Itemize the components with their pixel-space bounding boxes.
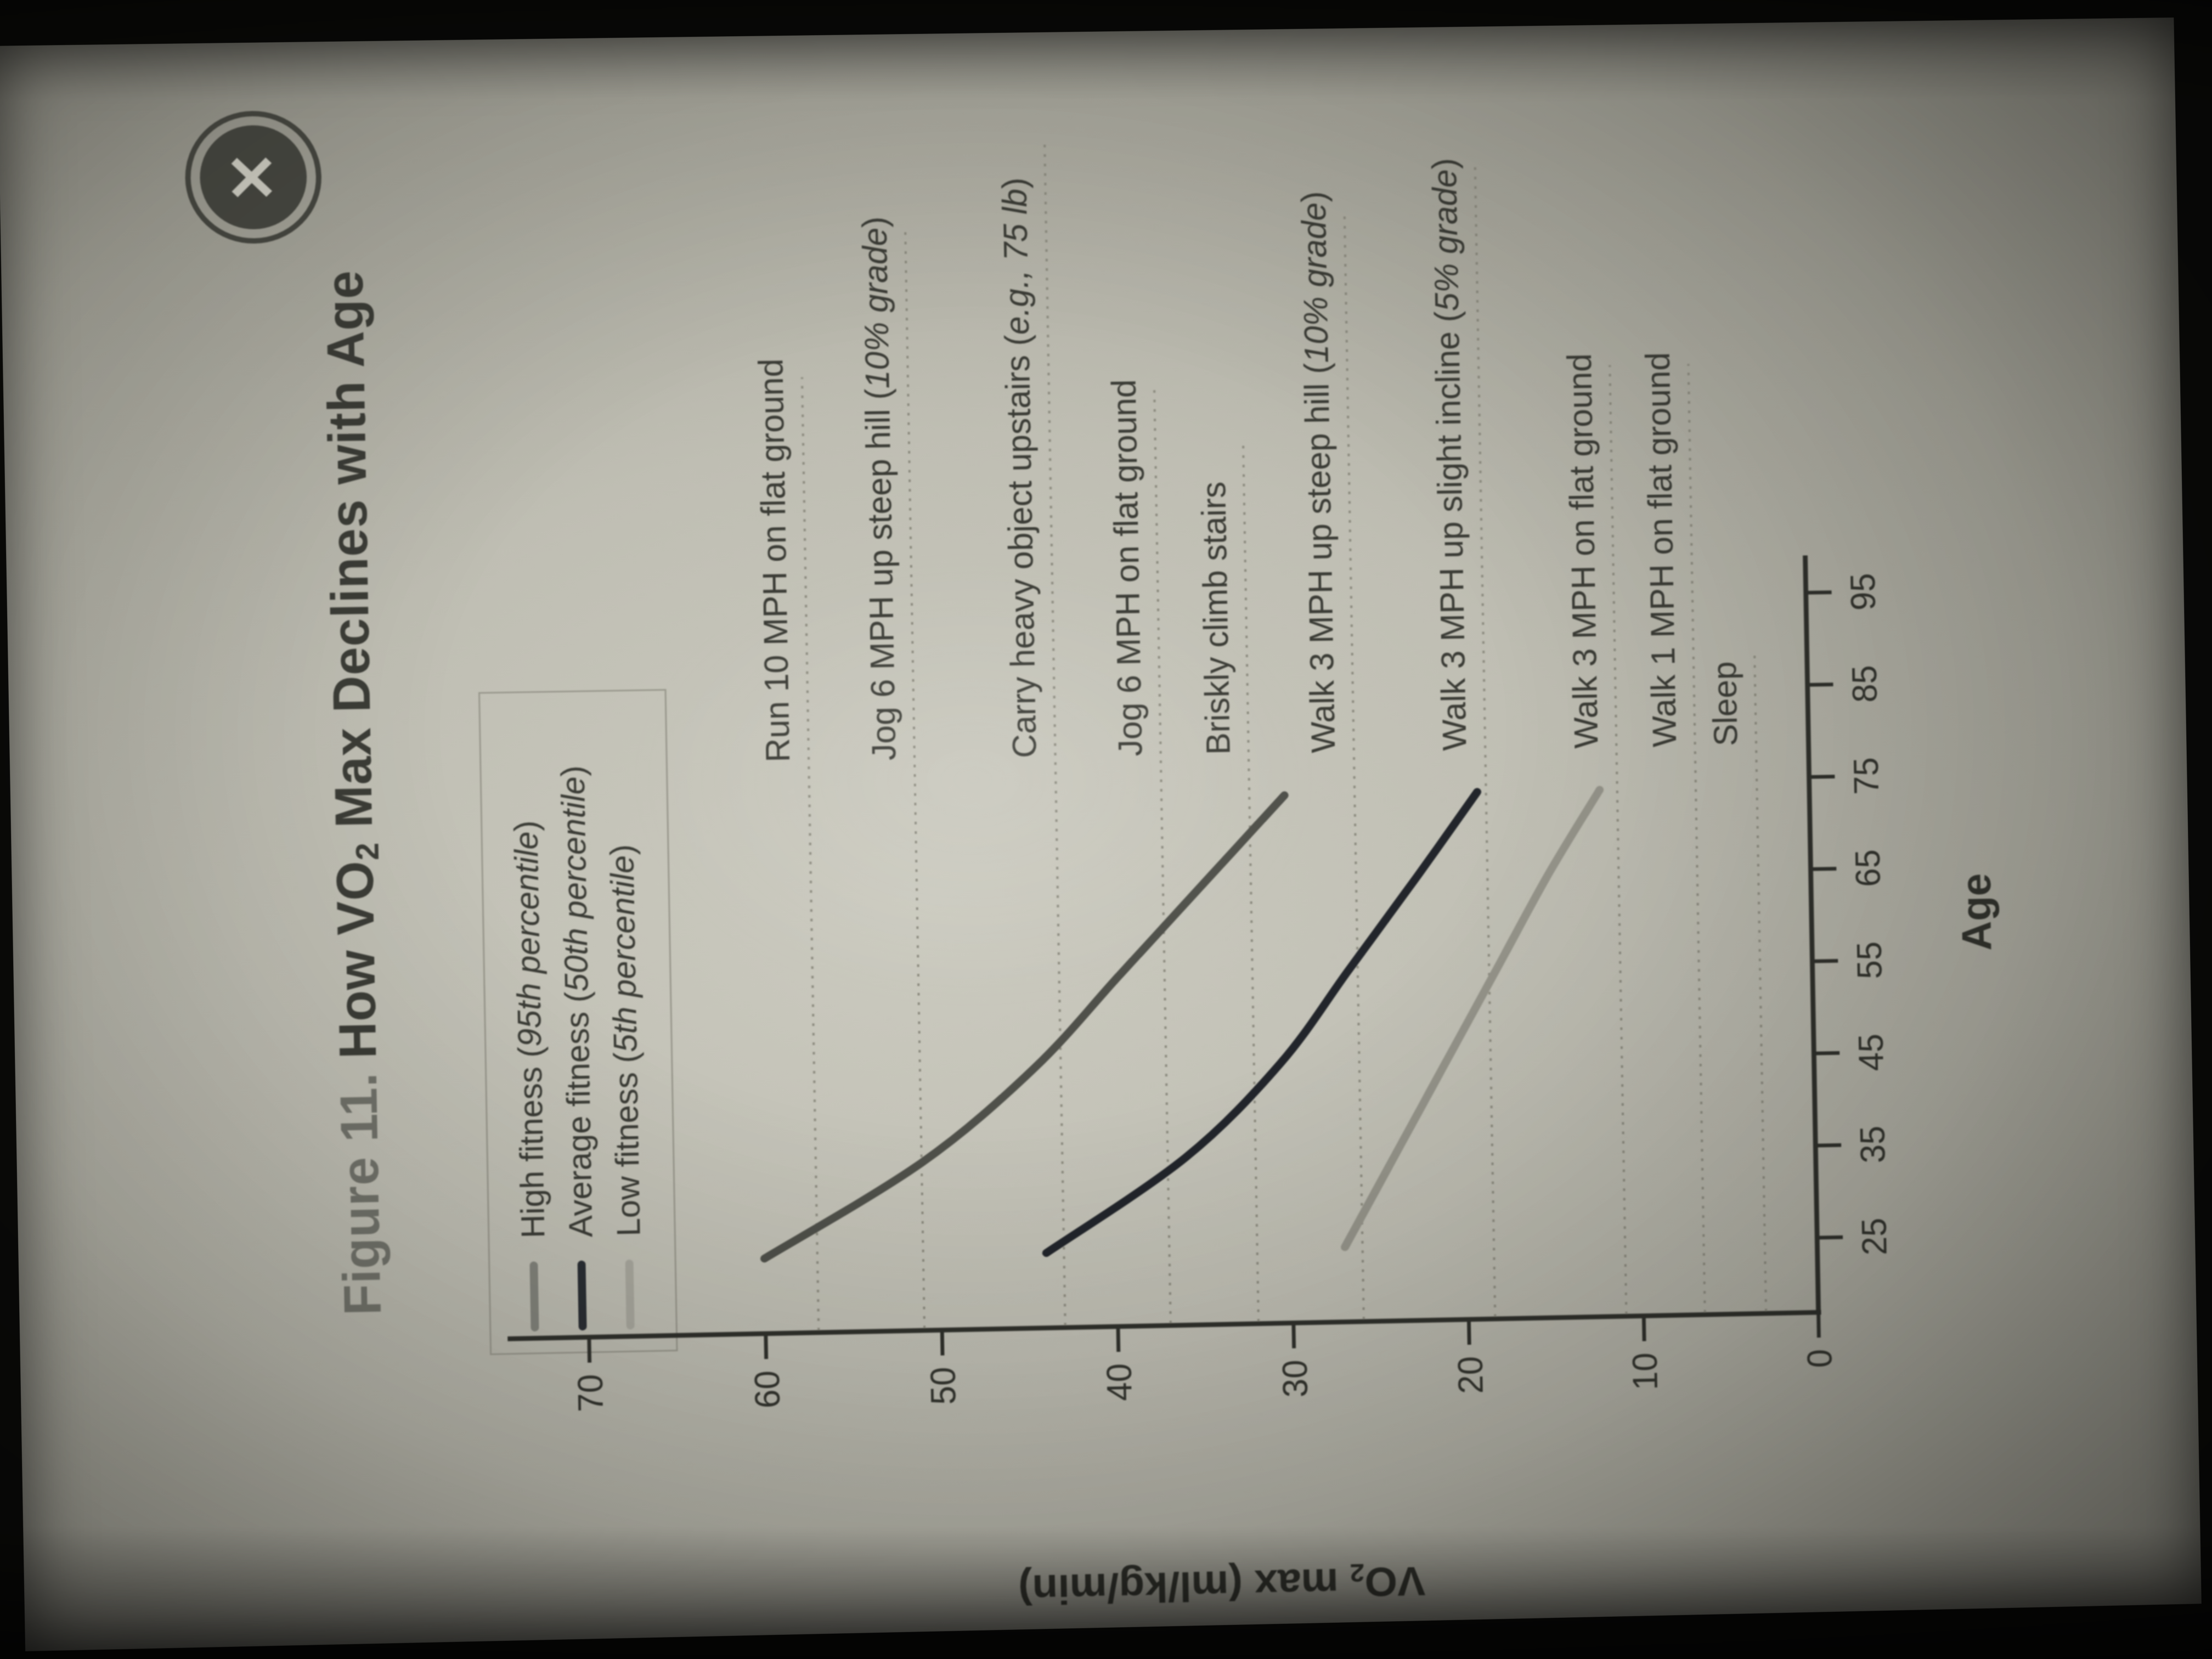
y-tick-70	[589, 1337, 590, 1362]
x-tick-65	[1810, 868, 1836, 869]
x-tick-25	[1817, 1237, 1843, 1238]
x-tick-35	[1815, 1145, 1841, 1146]
y-tick-40	[1116, 1326, 1121, 1352]
ref-label-walk-1-mph-on-flat-ground: Walk 1 MPH on flat ground	[1639, 352, 1684, 748]
x-tick-label-95: 95	[1843, 573, 1883, 611]
ref-label-briskly-climb-stairs: Briskly climb stairs	[1194, 481, 1238, 755]
y-tick-label-10: 10	[1626, 1352, 1665, 1391]
x-tick-label-65: 65	[1848, 849, 1888, 888]
x-tick-label-35: 35	[1853, 1125, 1893, 1164]
ref-label-sleep: Sleep	[1706, 661, 1745, 747]
ref-line-walk-3-mph-up-steep-hill-10-grade	[1344, 210, 1363, 1319]
x-tick-label-55: 55	[1850, 941, 1889, 980]
y-tick-label-20: 20	[1451, 1356, 1491, 1395]
curve-low-fitness	[1337, 790, 1607, 1247]
y-axis-line	[507, 1312, 1821, 1339]
y-tick-label-70: 70	[571, 1374, 611, 1413]
chart-area: 0 10 20 30 40 50 60 70 25 35 45 55 65 75 85 95 Run 10 MP…	[0, 46, 1894, 1651]
x-tick-95	[1806, 592, 1832, 593]
x-tick-label-75: 75	[1847, 757, 1886, 795]
tablet-screen: ✕ Figure 11.How VO2 Max Declines with Ag…	[0, 17, 2202, 1651]
y-tick-label-40: 40	[1099, 1363, 1139, 1402]
ref-line-walk-3-mph-on-flat-ground	[1610, 365, 1626, 1314]
y-tick-50	[942, 1330, 943, 1355]
ref-line-run-10-mph-on-flat-ground	[802, 377, 819, 1331]
y-tick-label-50: 50	[923, 1367, 963, 1406]
ref-label-walk-3-mph-on-flat-ground: Walk 3 MPH on flat ground	[1560, 353, 1605, 749]
ref-label-jog-6-mph-on-flat-ground: Jog 6 MPH on flat ground	[1105, 379, 1150, 757]
curve-average-fitness	[1039, 792, 1485, 1253]
x-tick-label-85: 85	[1845, 664, 1884, 703]
x-axis-title: Age	[1952, 873, 2001, 951]
x-axis-line	[1805, 555, 1819, 1314]
figure-viewer-page: ✕ Figure 11.How VO2 Max Declines with Ag…	[0, 18, 2202, 1651]
ref-line-carry-heavy-object-upstairs-e-g-75-lb	[1043, 141, 1066, 1325]
ref-line-walk-3-mph-up-slight-incline-5-grade	[1475, 165, 1496, 1317]
x-tick-label-45: 45	[1852, 1033, 1891, 1071]
ref-label-run-10-mph-on-flat-ground: Run 10 MPH on flat ground	[752, 358, 798, 763]
y-tick-label-0: 0	[1800, 1348, 1839, 1369]
curve-high-fitness	[757, 795, 1293, 1259]
ref-line-walk-1-mph-on-flat-ground	[1689, 364, 1705, 1312]
ref-line-sleep	[1754, 652, 1766, 1311]
x-tick-label-25: 25	[1854, 1217, 1894, 1256]
y-tick-label-30: 30	[1275, 1359, 1315, 1398]
y-tick-label-60: 60	[747, 1370, 787, 1409]
ref-line-briskly-climb-stairs	[1243, 443, 1259, 1322]
